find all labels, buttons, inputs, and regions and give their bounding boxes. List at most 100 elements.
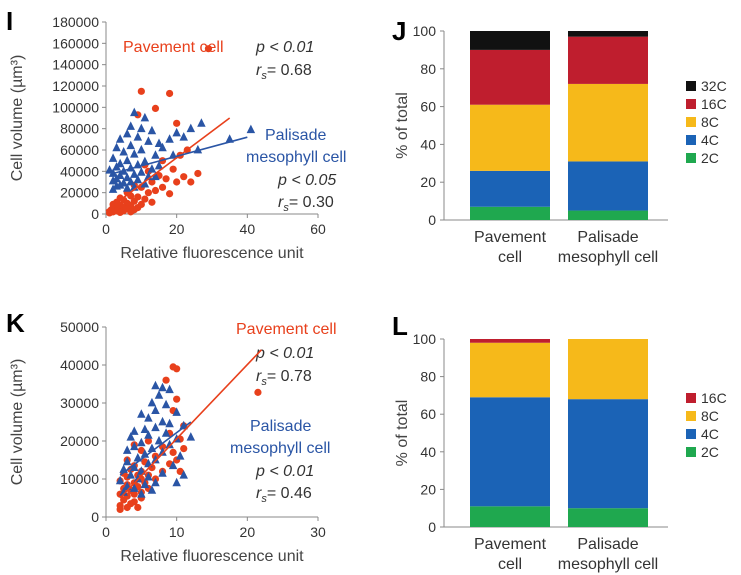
scatter-i-pavement-point — [151, 104, 160, 112]
scatter-i-pavement-label: Pavement cell — [123, 39, 224, 56]
bar-j-y-tick-label: 40 — [420, 136, 436, 152]
scatter-k-palisade-point — [119, 487, 128, 496]
scatter-k-palisade-point — [179, 420, 188, 430]
scatter-i-pavement-point — [166, 190, 174, 198]
scatter-k-palisade-point — [122, 456, 132, 466]
scatter-i-y-tick-label: 60000 — [60, 142, 99, 158]
scatter-k-palisade-point — [179, 470, 188, 479]
scatter-k-palisade-point — [186, 432, 196, 441]
scatter-i-palisade-point — [130, 107, 139, 117]
scatter-i-palisade-point — [122, 155, 132, 165]
scatter-i-pavement-point — [169, 165, 177, 173]
bar-j-y-tick-label: 60 — [420, 99, 436, 115]
scatter-i-palisade-point — [140, 156, 150, 166]
scatter-k-x-axis-label: Relative fluorescence unit — [120, 548, 304, 565]
scatter-k-palisade-point — [165, 439, 174, 449]
scatter-i-palisade-point — [130, 149, 139, 158]
scatter-i-x-tick-label: 60 — [310, 221, 326, 237]
scatter-k-pavement-point — [176, 467, 184, 475]
bar-j-legend-label-4c: 4C — [701, 132, 719, 148]
scatter-k-y-tick-label: 30000 — [60, 395, 99, 411]
scatter-k-palisade-point — [140, 424, 150, 433]
scatter-i-pavement-point — [194, 169, 202, 178]
scatter-i-y-tick-label: 120000 — [52, 78, 99, 94]
bar-l-category-label-line2: cell — [498, 556, 522, 573]
scatter-i-y-tick-label: 180000 — [52, 14, 99, 30]
scatter-i-palisade-point — [137, 123, 146, 133]
bar-j-category-label-line1: Palisade — [577, 229, 638, 246]
scatter-k-palisade-point — [140, 479, 150, 489]
scatter-i-y-tick-label: 20000 — [60, 185, 99, 201]
bar-l-legend-label-2c: 2C — [701, 444, 719, 460]
scatter-i-pavement-point — [151, 186, 160, 195]
scatter-k-x-tick-label: 0 — [102, 524, 110, 540]
scatter-k-pavement-point — [162, 376, 170, 384]
bar-l-legend-label-16c: 16C — [701, 390, 727, 406]
scatter-i-palisade-point — [179, 132, 188, 141]
bar-l-legend-swatch-2c — [686, 447, 696, 457]
scatter-i-y-tick-label: 160000 — [52, 35, 99, 51]
bar-j-segment-2c-pavement — [470, 206, 550, 220]
scatter-i-palisade-point — [165, 134, 174, 143]
scatter-i-pavement-point — [148, 178, 156, 186]
bar-l-category-label-line1: Pavement — [474, 536, 547, 553]
scatter-k-palisade-point — [158, 468, 167, 477]
bar-l-segment-8c-palisade — [568, 339, 648, 400]
scatter-k-pavement-point — [116, 505, 124, 513]
scatter-i-palisade-point — [246, 124, 256, 134]
bar-j-category-label-line2: mesophyll cell — [558, 249, 658, 266]
bar-j-segment-32c-pavement — [470, 31, 550, 50]
scatter-i-palisade-point — [144, 136, 153, 145]
scatter-k-y-axis-label: Cell volume (µm³) — [9, 359, 26, 486]
scatter-k-palisade-point — [151, 422, 160, 432]
scatter-i-pavement-point — [187, 178, 195, 186]
scatter-i-palisade-point — [186, 123, 196, 133]
scatter-i-pavement-point — [204, 45, 213, 53]
bar-l-y-tick-label: 40 — [420, 444, 436, 460]
scatter-k-palisade-point — [165, 418, 174, 428]
scatter-i-palisade-point — [133, 132, 143, 141]
scatter-i-palisade-point — [108, 175, 118, 185]
scatter-i-x-tick-label: 40 — [240, 221, 256, 237]
scatter-k-palisade-point — [172, 477, 181, 487]
scatter-k-palisade-point — [161, 428, 171, 437]
bar-l-y-tick-label: 80 — [420, 369, 436, 385]
scatter-k-palisade-point — [126, 470, 135, 479]
scatter-i-palisade-point — [112, 142, 121, 152]
scatter-k-palisade-r: rs= 0.46 — [256, 485, 312, 505]
bar-l-category-label-line2: mesophyll cell — [558, 556, 658, 573]
bar-l-legend-swatch-4c — [686, 429, 696, 439]
scatter-k-pavement-fit-line — [119, 349, 263, 499]
bar-l-legend-label-4c: 4C — [701, 426, 719, 442]
scatter-i-palisade-point — [108, 153, 118, 162]
scatter-i-palisade-point — [151, 171, 160, 181]
bar-j-category-label-line1: Pavement — [474, 229, 547, 246]
bar-j-segment-4c-pavement — [470, 170, 550, 207]
scatter-i-pavement-point — [166, 89, 174, 98]
scatter-k-x-tick-label: 20 — [240, 524, 256, 540]
scatter-k-palisade-point — [130, 483, 139, 492]
scatter-k-palisade-point — [154, 435, 164, 445]
scatter-k-pavement-point — [130, 490, 138, 498]
scatter-i-pavement-point — [105, 209, 114, 217]
scatter-k-palisade-point — [158, 447, 167, 456]
scatter-k-palisade-point — [144, 430, 153, 439]
bar-j-segment-16c-pavement — [470, 49, 550, 105]
scatter-k-palisade-point — [158, 416, 167, 426]
scatter-i-palisade-point — [119, 147, 128, 156]
scatter-k-y-tick-label: 10000 — [60, 471, 99, 487]
scatter-i-palisade-point — [158, 142, 167, 152]
bar-j-segment-4c-palisade — [568, 161, 648, 211]
scatter-i-pavement-point — [144, 189, 152, 197]
scatter-k-palisade-point — [154, 390, 164, 399]
scatter-k-x-tick-label: 30 — [310, 524, 326, 540]
scatter-i-y-tick-label: 140000 — [52, 57, 99, 73]
scatter-k-palisade-p: p < 0.01 — [255, 463, 314, 480]
scatter-i-pavement-r: rs= 0.68 — [256, 62, 312, 82]
scatter-k-palisade-fit-line — [119, 421, 192, 476]
scatter-i-palisade-fit-line — [112, 136, 248, 175]
scatter-i-palisade-point — [122, 183, 132, 192]
scatter-k-palisade-point — [126, 432, 135, 441]
bar-l-y-axis-label: % of total — [394, 400, 411, 467]
scatter-k-pavement-point — [180, 445, 188, 453]
